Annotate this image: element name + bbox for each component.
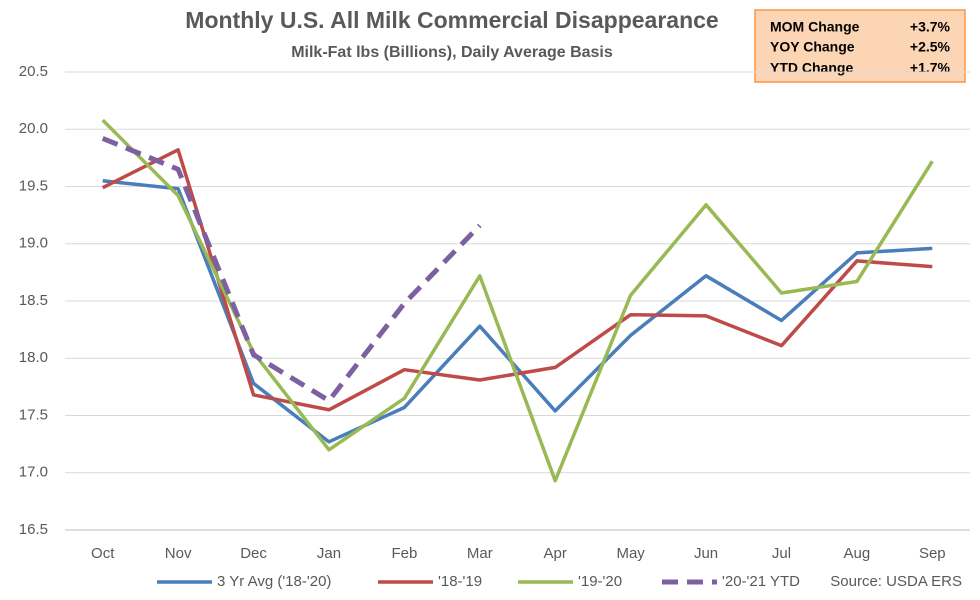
- summary-value: +2.5%: [910, 39, 951, 55]
- source-note: Source: USDA ERS: [830, 573, 962, 590]
- legend-label: '19-'20: [578, 573, 622, 590]
- x-tick-label: May: [616, 545, 645, 562]
- y-tick-label: 17.0: [19, 464, 48, 481]
- chart-subtitle: Milk-Fat lbs (Billions), Daily Average B…: [291, 44, 613, 61]
- summary-value: +1.7%: [910, 60, 951, 76]
- legend-label: '18-'19: [438, 573, 482, 590]
- x-tick-label: Sep: [919, 545, 946, 562]
- summary-label: YTD Change: [770, 60, 853, 76]
- x-tick-label: Mar: [467, 545, 493, 562]
- summary-label: MOM Change: [770, 19, 860, 35]
- y-tick-label: 19.0: [19, 235, 48, 252]
- legend-label: '20-'21 YTD: [722, 573, 800, 590]
- summary-box: MOM Change +3.7% YOY Change +2.5% YTD Ch…: [754, 9, 966, 83]
- x-tick-label: Dec: [240, 545, 267, 562]
- y-tick-label: 20.0: [19, 120, 48, 137]
- y-tick-label: 18.0: [19, 349, 48, 366]
- x-tick-label: Oct: [91, 545, 115, 562]
- y-tick-label: 19.5: [19, 177, 48, 194]
- x-tick-label: Nov: [165, 545, 192, 562]
- x-tick-label: Aug: [844, 545, 871, 562]
- x-tick-label: Jun: [694, 545, 718, 562]
- x-tick-label: Apr: [544, 545, 567, 562]
- y-tick-label: 16.5: [19, 521, 48, 538]
- y-tick-label: 20.5: [19, 63, 48, 80]
- summary-box-frame: [754, 9, 966, 83]
- x-tick-label: Jan: [317, 545, 341, 562]
- chart-title: Monthly U.S. All Milk Commercial Disappe…: [185, 7, 718, 33]
- y-tick-label: 18.5: [19, 292, 48, 309]
- x-tick-label: Jul: [772, 545, 791, 562]
- x-tick-label: Feb: [391, 545, 417, 562]
- y-tick-label: 17.5: [19, 406, 48, 423]
- summary-value: +3.7%: [910, 19, 951, 35]
- series-line: [101, 118, 934, 483]
- series-line: [101, 136, 482, 404]
- summary-label: YOY Change: [770, 39, 855, 55]
- legend-label: 3 Yr Avg ('18-'20): [217, 573, 331, 590]
